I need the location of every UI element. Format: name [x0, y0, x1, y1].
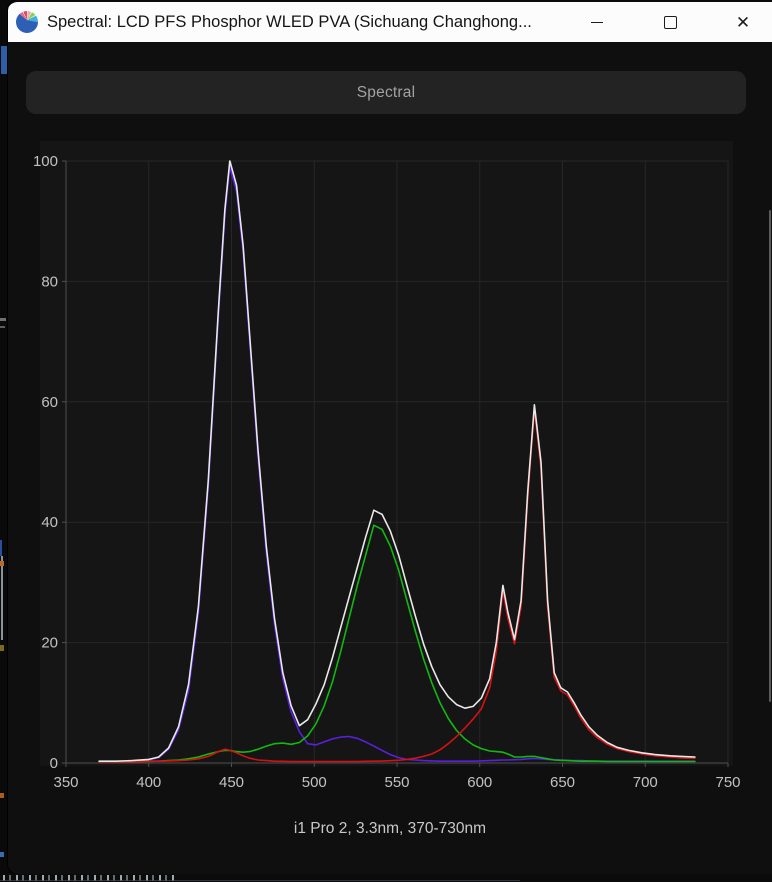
spectral-chart: 350 400 450 500 550 600 650 700 750 0 20 40 60 80 100 — [20, 130, 764, 800]
x-tick-label: 650 — [550, 774, 575, 791]
minimize-icon — [591, 21, 603, 23]
titlebar[interactable]: Spectral: LCD PFS Phosphor WLED PVA (Sic… — [8, 0, 772, 42]
x-tick-label: 500 — [302, 774, 327, 791]
x-tick-label: 450 — [219, 774, 244, 791]
background-mark — [0, 561, 4, 566]
background-mark — [1, 556, 3, 640]
tab-spectral[interactable]: Spectral — [26, 71, 746, 114]
background-mark — [0, 645, 4, 651]
series-white-line — [98, 160, 696, 762]
x-tick-label: 600 — [467, 774, 492, 791]
bottom-background-strip — [0, 874, 772, 882]
clipped-background-text — [3, 875, 175, 881]
y-tick-label: 0 — [50, 755, 58, 772]
y-tick-label: 80 — [41, 273, 58, 290]
background-mark — [0, 326, 5, 328]
minimize-button[interactable] — [574, 3, 620, 41]
maximize-button[interactable] — [647, 3, 693, 41]
background-mark — [0, 852, 4, 857]
scrollbar[interactable] — [769, 210, 771, 702]
app-color-wheel-icon — [16, 11, 38, 33]
clipped-background-line — [0, 880, 520, 881]
dialog-body: Spectral 350 400 450 500 550 600 650 700 750 0 20 4… — [8, 42, 772, 874]
instrument-caption: i1 Pro 2, 3.3nm, 370-730nm — [293, 820, 487, 837]
y-tick-label: 100 — [33, 153, 58, 170]
background-highlight-sliver — [1, 46, 9, 74]
maximize-icon — [663, 15, 677, 29]
window-controls: ✕ — [574, 3, 766, 41]
y-tick-label: 60 — [41, 394, 58, 411]
x-tick-label: 400 — [136, 774, 161, 791]
x-tick-label: 350 — [53, 774, 78, 791]
plot-panel — [40, 141, 733, 766]
x-tick-label: 550 — [384, 774, 409, 791]
spectral-dialog: Spectral: LCD PFS Phosphor WLED PVA (Sic… — [8, 0, 772, 874]
x-tick-label: 700 — [633, 774, 658, 791]
y-tick-label: 40 — [41, 514, 58, 531]
x-tick-label: 750 — [715, 774, 740, 791]
close-button[interactable]: ✕ — [720, 3, 766, 41]
y-tick-label: 20 — [41, 635, 58, 652]
background-mark — [0, 793, 4, 798]
background-mark — [0, 540, 2, 556]
tab-spectral-label: Spectral — [356, 83, 416, 101]
background-mark — [0, 318, 6, 321]
window-title: Spectral: LCD PFS Phosphor WLED PVA (Sic… — [47, 12, 532, 31]
close-icon: ✕ — [735, 12, 751, 32]
series-red-line — [98, 408, 696, 763]
spectral-chart-svg: 350 400 450 500 550 600 650 700 750 0 20 40 60 80 100 — [33, 141, 741, 791]
